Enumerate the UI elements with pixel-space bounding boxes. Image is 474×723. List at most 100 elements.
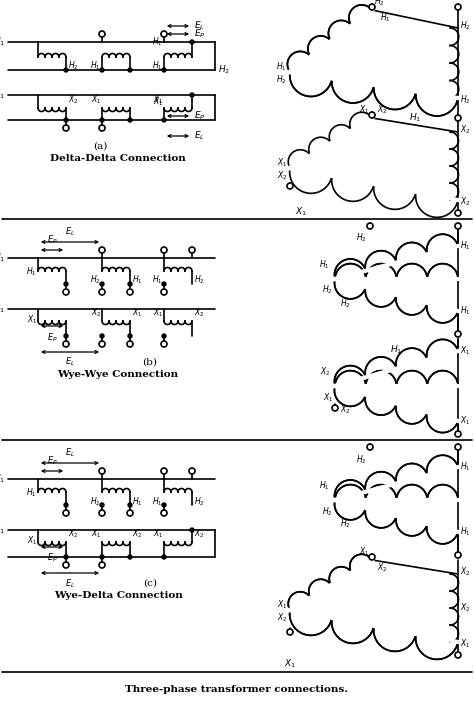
Text: $H_2$: $H_2$ [218,64,230,76]
Text: $X_2$: $X_2$ [460,124,470,136]
Text: $X_1$: $X_1$ [276,599,287,611]
Circle shape [99,125,105,131]
Circle shape [367,444,373,450]
Text: $H_1$: $H_1$ [27,266,37,278]
Circle shape [100,68,104,72]
Text: $E_L$: $E_L$ [65,577,75,589]
Text: $H_1$: $H_1$ [0,252,5,264]
Circle shape [63,341,69,347]
Text: $X_2$: $X_2$ [91,307,101,319]
Circle shape [287,183,293,189]
Circle shape [189,468,195,474]
Circle shape [64,118,68,122]
Text: Three-phase transformer connections.: Three-phase transformer connections. [126,685,348,695]
Text: $X_2$: $X_2$ [68,93,78,106]
Text: $X_2$: $X_2$ [276,612,287,624]
Text: $X_1$: $X_1$ [0,523,5,536]
Text: $H_1$: $H_1$ [460,305,471,317]
Text: $X_2$: $X_2$ [194,528,204,540]
Circle shape [369,4,375,10]
Circle shape [455,4,461,10]
Circle shape [161,247,167,253]
Circle shape [455,210,461,216]
Circle shape [162,68,166,72]
Circle shape [332,405,338,411]
Circle shape [99,510,105,516]
Circle shape [64,503,68,507]
Text: $X_1$: $X_1$ [153,307,163,319]
Text: $E_P$: $E_P$ [46,234,57,246]
Circle shape [161,510,167,516]
Text: $E_L$: $E_L$ [194,20,205,33]
Text: $H_1$: $H_1$ [91,60,101,72]
Text: $H_2$: $H_2$ [276,74,287,86]
Circle shape [128,334,132,338]
Circle shape [455,223,461,229]
Circle shape [63,562,69,568]
Text: $X_1$: $X_1$ [153,93,163,106]
Text: $H_1$: $H_1$ [0,35,5,48]
Circle shape [190,528,194,532]
Text: $H_2$: $H_2$ [460,20,471,33]
Circle shape [100,282,104,286]
Text: $X_1$: $X_1$ [27,535,37,547]
Text: (c): (c) [143,579,157,588]
Circle shape [161,341,167,347]
Text: $H_1$: $H_1$ [27,487,37,500]
Text: $H_1$: $H_1$ [153,495,163,508]
Text: $H_1$: $H_1$ [153,60,163,72]
Text: $E_P$: $E_P$ [46,331,57,343]
Circle shape [64,555,68,559]
Text: $X_1$: $X_1$ [460,638,470,650]
Text: $E_P$: $E_P$ [46,455,57,467]
Circle shape [128,503,132,507]
Text: $H_2$: $H_2$ [356,453,367,466]
Text: $H_2$: $H_2$ [91,274,101,286]
Text: $H_2$: $H_2$ [322,505,333,518]
Text: $H_2$: $H_2$ [340,297,351,309]
Circle shape [127,341,133,347]
Text: (b): (b) [143,358,157,367]
Text: $H_1$: $H_1$ [319,479,330,492]
Text: $X_1$: $X_1$ [323,391,333,403]
Circle shape [162,118,166,122]
Text: $H_1$: $H_1$ [460,526,471,538]
Text: $X_2$: $X_2$ [460,602,470,615]
Circle shape [99,562,105,568]
Circle shape [161,468,167,474]
Text: $H_2$: $H_2$ [460,94,471,106]
Text: $X_1$: $X_1$ [0,89,5,101]
Text: Wye-Wye Connection: Wye-Wye Connection [57,370,179,379]
Text: $E_L$: $E_L$ [65,226,75,238]
Text: $H_1$: $H_1$ [153,36,163,48]
Text: $H_2$: $H_2$ [374,0,384,8]
Circle shape [64,282,68,286]
Circle shape [455,652,461,658]
Text: $H_2$: $H_2$ [322,284,333,296]
Circle shape [100,503,104,507]
Text: $X_1$: $X_1$ [460,415,470,427]
Circle shape [64,68,68,72]
Text: $E_L$: $E_L$ [65,447,75,459]
Text: $X_2$: $X_2$ [194,307,204,319]
Text: $H_1$: $H_1$ [380,12,391,25]
Text: $X_2$: $X_2$ [460,566,470,578]
Text: $H_1$: $H_1$ [460,240,471,252]
Text: $H_1$: $H_1$ [132,274,143,286]
Text: $E_P$: $E_P$ [46,552,57,565]
Text: $H_1$: $H_1$ [391,343,402,356]
Text: $H_1$: $H_1$ [319,259,330,271]
Text: $X_1$: $X_1$ [132,307,142,319]
Circle shape [100,118,104,122]
Circle shape [99,468,105,474]
Text: $X_2$: $X_2$ [377,562,387,575]
Text: $X_1$: $X_1$ [27,314,37,326]
Circle shape [455,331,461,337]
Text: $X_1$: $X_1$ [358,545,369,558]
Text: $X_1$: $X_1$ [295,205,307,218]
Text: $H_2$: $H_2$ [194,495,205,508]
Text: $X_2$: $X_2$ [276,170,287,182]
Circle shape [190,40,194,44]
Circle shape [63,125,69,131]
Circle shape [63,510,69,516]
